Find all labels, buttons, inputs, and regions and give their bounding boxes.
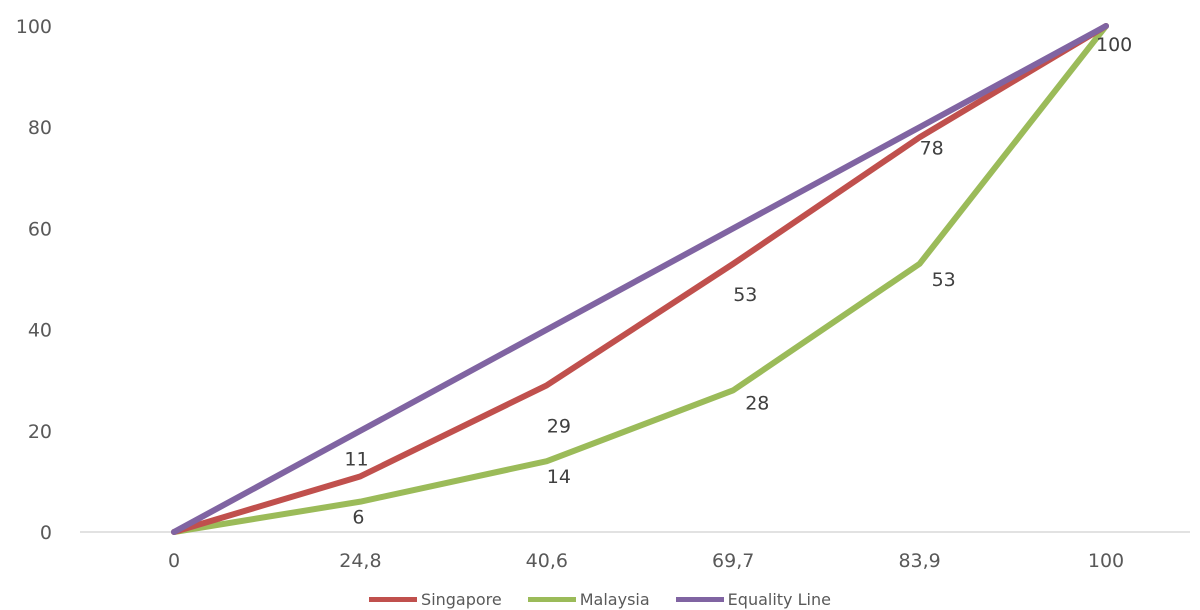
legend-item-equality-line: Equality Line	[675, 589, 831, 609]
y-tick-label: 100	[16, 16, 52, 38]
x-tick-label: 0	[168, 550, 180, 572]
y-axis-ticks: 0 20 40 60 80 100	[16, 16, 52, 544]
y-tick-label: 60	[28, 218, 52, 240]
series-line-malaysia	[171, 23, 1109, 535]
data-label-singapore: 11	[344, 448, 368, 470]
data-label-singapore: 100	[1096, 34, 1132, 56]
x-tick-label: 100	[1088, 550, 1124, 572]
data-labels: 11 29 53 78 100 6 14 28 53	[344, 34, 1132, 529]
legend: Singapore Malaysia Equality Line	[0, 588, 1200, 610]
y-tick-label: 40	[28, 320, 52, 342]
legend-label-malaysia: Malaysia	[579, 589, 650, 609]
x-tick-label: 24,8	[339, 550, 381, 572]
legend-label-equality-line: Equality Line	[727, 589, 831, 609]
data-label-malaysia: 53	[932, 269, 956, 291]
data-label-singapore: 78	[920, 137, 944, 159]
data-label-malaysia: 14	[547, 466, 571, 488]
data-label-singapore: 53	[733, 284, 757, 306]
y-tick-label: 0	[40, 522, 52, 544]
x-tick-label: 40,6	[526, 550, 568, 572]
series-lines	[171, 23, 1109, 535]
legend-swatch-singapore	[369, 596, 418, 602]
data-label-singapore: 29	[547, 415, 571, 437]
series-line-equality-line	[171, 23, 1109, 535]
x-tick-label: 69,7	[712, 550, 754, 572]
legend-label-singapore: Singapore	[421, 589, 502, 609]
legend-swatch-malaysia	[527, 596, 576, 602]
data-label-malaysia: 28	[745, 392, 769, 414]
series-line-singapore	[171, 23, 1109, 535]
data-label-malaysia: 6	[352, 507, 364, 529]
y-tick-label: 20	[28, 421, 52, 443]
x-axis-ticks: 0 24,8 40,6 69,7 83,9 100	[168, 550, 1124, 572]
legend-item-malaysia: Malaysia	[527, 589, 650, 609]
y-tick-label: 80	[28, 117, 52, 139]
x-tick-label: 83,9	[898, 550, 940, 572]
legend-swatch-equality-line	[675, 596, 724, 602]
legend-item-singapore: Singapore	[369, 590, 502, 609]
